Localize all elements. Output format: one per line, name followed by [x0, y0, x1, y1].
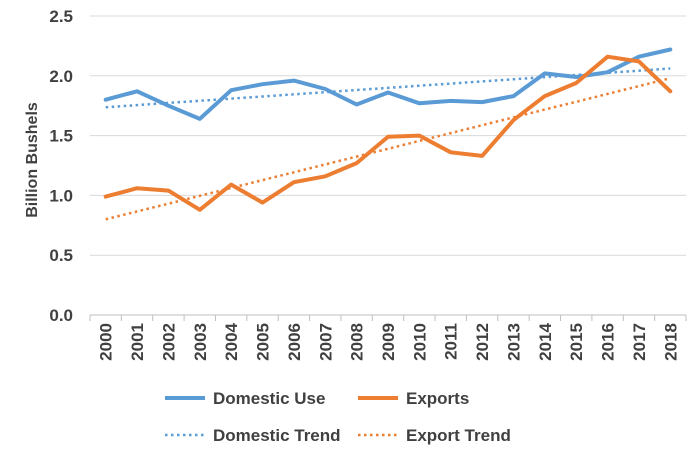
x-tick-label: 2018 [661, 323, 680, 361]
x-tick-label: 2011 [442, 323, 461, 360]
series-line-export-trend [105, 76, 671, 221]
series-line-exports [103, 54, 673, 212]
legend-label: Exports [406, 389, 469, 408]
x-tick-label: 2017 [630, 323, 649, 361]
x-tick-label: 2009 [379, 323, 398, 361]
x-tick-label: 2014 [536, 322, 555, 360]
series-line-domestic-use [103, 47, 673, 121]
x-tick-label: 2016 [599, 323, 618, 361]
x-tick-label: 2001 [128, 323, 147, 361]
y-tick-label: 0.0 [49, 306, 73, 325]
y-tick-label: 1.5 [49, 127, 73, 146]
y-tick-label: 2.0 [49, 67, 73, 86]
y-axis-title: Billion Bushels [24, 102, 41, 218]
x-axis-tick-labels: 2000 2001 2002 2003 2004 2005 2006 2007 2008 2009… [97, 322, 681, 360]
x-tick-label: 2006 [285, 323, 304, 361]
x-tick-label: 2013 [504, 323, 523, 361]
x-tick-label: 2003 [191, 323, 210, 361]
series-lines [103, 47, 673, 221]
x-tick-label: 2002 [159, 323, 178, 361]
x-axis [89, 314, 687, 321]
x-tick-label: 2010 [410, 323, 429, 361]
x-tick-label: 2000 [97, 323, 116, 361]
legend-label: Domestic Trend [213, 426, 341, 445]
legend-label: Domestic Use [213, 389, 325, 408]
y-tick-label: 0.5 [49, 246, 73, 265]
legend: Domestic Use Exports Domestic Trend Export … [165, 389, 511, 445]
y-axis-tick-labels: 0.0 0.5 1.0 1.5 2.0 2.5 [49, 7, 73, 325]
x-tick-label: 2005 [254, 323, 273, 361]
series-line-domestic-trend [105, 67, 671, 109]
y-tick-label: 2.5 [49, 7, 73, 26]
y-tick-label: 1.0 [49, 186, 73, 205]
x-tick-label: 2012 [473, 323, 492, 361]
x-tick-label: 2008 [348, 323, 367, 361]
legend-label: Export Trend [406, 426, 511, 445]
x-tick-label: 2004 [222, 322, 241, 360]
x-tick-label: 2015 [567, 323, 586, 361]
x-tick-label: 2007 [316, 323, 335, 361]
